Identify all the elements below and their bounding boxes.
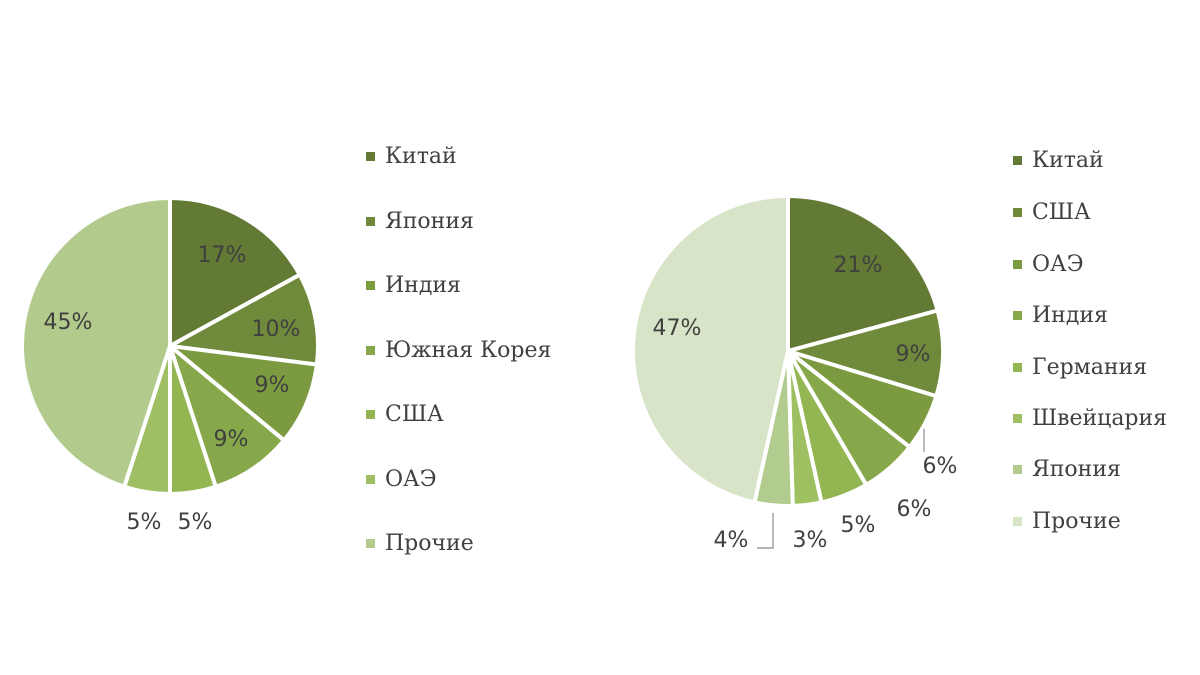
data-label: 47% — [653, 316, 702, 341]
data-label: 5% — [178, 510, 213, 535]
legend-label: Япония — [1032, 457, 1121, 482]
legend-swatch — [366, 410, 375, 419]
legend-item: Индия — [366, 273, 461, 298]
legend-swatch — [1013, 156, 1022, 165]
legend-item: Китай — [366, 144, 457, 169]
legend-label: ОАЭ — [1032, 252, 1084, 277]
data-label: 10% — [252, 317, 301, 342]
legend-item: Япония — [366, 209, 474, 234]
legend-label: Южная Корея — [385, 338, 552, 363]
data-label: 6% — [897, 497, 932, 522]
legend-item: Южная Корея — [366, 338, 551, 363]
pie-slice — [168, 196, 302, 348]
legend-swatch — [1013, 260, 1022, 269]
legend-swatch — [1013, 208, 1022, 217]
legend-item: США — [366, 402, 444, 427]
pie-plot-left: 17% 10% 9% 9% 5% 5% 45% — [20, 196, 320, 535]
legend-label: Китай — [385, 144, 457, 169]
legend-item: Германия — [1013, 355, 1147, 380]
legend-label: Япония — [385, 209, 474, 234]
legend-swatch — [1013, 517, 1022, 526]
data-label: 3% — [793, 528, 828, 553]
legend-label: Швейцария — [1032, 406, 1168, 431]
legend-swatch — [366, 539, 375, 548]
legend-item: ОАЭ — [1013, 252, 1084, 277]
legend-label: Китай — [1032, 148, 1104, 173]
data-label: 6% — [923, 454, 958, 479]
legend-swatch — [1013, 311, 1022, 320]
data-label: 17% — [198, 243, 247, 268]
data-label: 4% — [714, 528, 749, 553]
legend-label: Индия — [1032, 303, 1108, 328]
data-label: 9% — [214, 427, 249, 452]
legend-swatch — [1013, 465, 1022, 474]
legend-label: Прочие — [1032, 509, 1121, 534]
legend-item: Китай — [1013, 148, 1104, 173]
legend-label: Германия — [1032, 355, 1148, 380]
legend-label: США — [385, 402, 444, 427]
legend-swatch — [366, 346, 375, 355]
legend-label: ОАЭ — [385, 467, 437, 492]
pie-slice — [20, 196, 172, 489]
legend-item: Прочие — [1013, 509, 1121, 534]
pie-slice — [631, 194, 790, 505]
legend-item: Швейцария — [1013, 406, 1167, 431]
data-label: 21% — [834, 253, 883, 278]
legend-label: Прочие — [385, 531, 474, 556]
legend-item: Индия — [1013, 303, 1108, 328]
legend-swatch — [366, 217, 375, 226]
pie-slice — [168, 272, 320, 367]
legend-swatch — [366, 475, 375, 484]
pie-chart-left: 17% 10% 9% 9% 5% 5% 45% Китай Япония Индия Южн… — [20, 144, 551, 556]
legend-swatch — [1013, 414, 1022, 423]
legend-swatch — [1013, 363, 1022, 372]
legend-label: Индия — [385, 273, 461, 298]
data-label: 5% — [127, 510, 162, 535]
legend-item: ОАЭ — [366, 467, 437, 492]
data-label: 5% — [841, 513, 876, 538]
pie-slice — [786, 194, 940, 353]
leader-line — [757, 513, 774, 549]
legend-item: Япония — [1013, 457, 1121, 482]
legend-label: США — [1032, 200, 1091, 225]
legend-item: Прочие — [366, 531, 474, 556]
data-label: 9% — [255, 373, 290, 398]
data-label: 45% — [44, 310, 93, 335]
data-label: 9% — [896, 342, 931, 367]
legend-swatch — [366, 281, 375, 290]
legend-swatch — [366, 152, 375, 161]
legend-item: США — [1013, 200, 1091, 225]
